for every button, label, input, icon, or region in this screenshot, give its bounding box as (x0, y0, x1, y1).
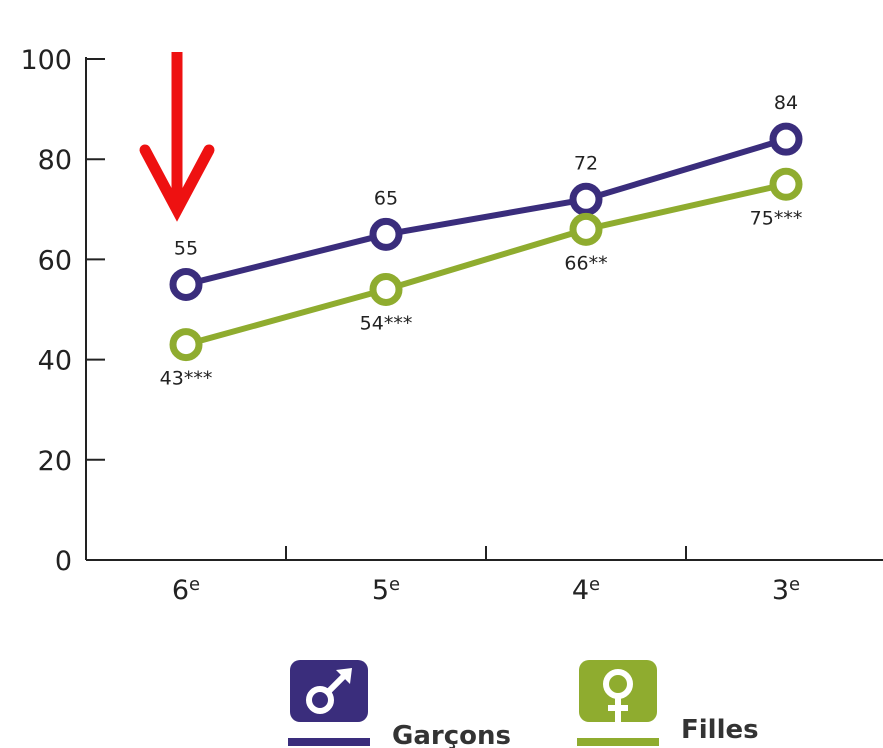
y-tick-label: 40 (38, 346, 72, 377)
x-axis: 6e 5e 4e 3e (86, 546, 883, 606)
data-label: 84 (774, 92, 798, 114)
y-tick-label: 0 (55, 546, 72, 577)
y-tick-label: 100 (20, 45, 72, 76)
x-tick-label: 5e (372, 574, 400, 606)
data-label: 66** (564, 252, 607, 274)
legend-item: Garçons (288, 660, 511, 748)
data-point (769, 167, 803, 201)
series-line-filles (185, 181, 787, 348)
annotation (139, 52, 215, 222)
data-label: 72 (574, 152, 598, 174)
x-tick-label-sup: e (589, 574, 600, 595)
x-tick-label: 4e (572, 574, 600, 606)
legend-label: Garçons (392, 721, 511, 748)
series-markers (169, 122, 803, 362)
male-symbol-head (336, 668, 352, 684)
x-tick-label: 3e (772, 574, 800, 606)
x-tick-label-base: 6 (172, 575, 189, 606)
x-tick-label-base: 3 (772, 575, 789, 606)
data-label: 54*** (360, 312, 413, 334)
series-line-garcons (185, 136, 787, 288)
x-tick-label: 6e (172, 574, 200, 606)
data-point (169, 328, 203, 362)
female-symbol-icon (579, 660, 657, 722)
x-tick-label-base: 4 (572, 575, 589, 606)
legend-item: Filles (577, 660, 759, 746)
x-tick-label-base: 5 (372, 575, 389, 606)
data-point (169, 267, 203, 301)
data-point (369, 217, 403, 251)
male-symbol-circle (306, 686, 334, 714)
data-point (369, 272, 403, 306)
down-arrow-head (139, 144, 215, 222)
legend-underline (577, 738, 659, 746)
legend: Garçons Filles (288, 660, 759, 748)
x-tick-label-sup: e (789, 574, 800, 595)
data-label: 65 (374, 187, 398, 209)
data-point (569, 182, 603, 216)
series-lines (185, 136, 787, 348)
y-tick-label: 20 (38, 446, 72, 477)
y-tick-label: 80 (38, 145, 72, 176)
x-tick-label-sup: e (189, 574, 200, 595)
data-labels: 55 65 72 84 43*** 54*** 66** 75*** (160, 92, 803, 389)
x-tick-label-sup: e (389, 574, 400, 595)
data-label: 75*** (750, 207, 803, 229)
data-label: 55 (174, 237, 198, 259)
data-point (769, 122, 803, 156)
legend-underline (288, 738, 370, 746)
legend-label: Filles (681, 715, 759, 745)
y-tick-label: 60 (38, 245, 72, 276)
data-label: 43*** (160, 368, 213, 390)
data-point (569, 212, 603, 246)
y-axis: 0 20 40 60 80 100 (20, 45, 105, 577)
